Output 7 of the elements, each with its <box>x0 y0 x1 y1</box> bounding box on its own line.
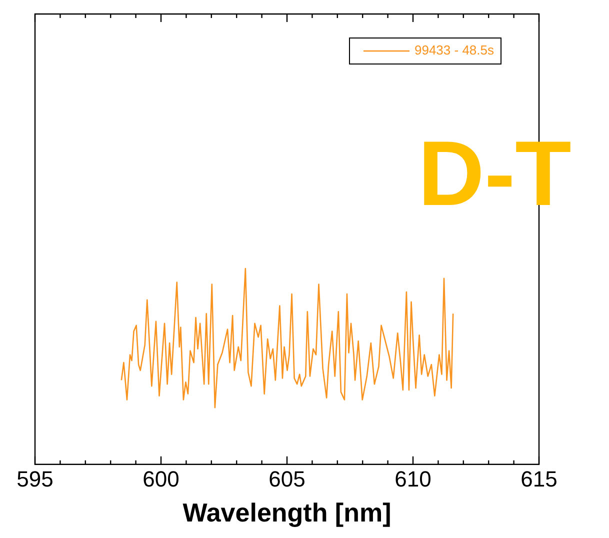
x-tick-label: 615 <box>520 466 558 492</box>
legend-label: 99433 - 48.5s <box>414 42 494 58</box>
x-tick-label: 595 <box>16 466 54 492</box>
x-tick-label: 600 <box>142 466 180 492</box>
x-tick-label: 610 <box>394 466 432 492</box>
x-tick-label: 605 <box>268 466 306 492</box>
x-axis-title: Wavelength [nm] <box>182 498 392 528</box>
